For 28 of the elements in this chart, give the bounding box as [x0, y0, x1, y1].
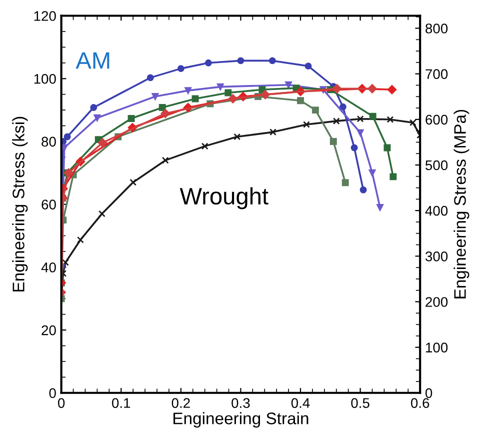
x-tick-label: 0.2 — [172, 398, 190, 408]
y-tick-label: 40 — [41, 262, 56, 272]
y2-tick-label: 800 — [426, 24, 448, 34]
y-tick-label: 80 — [42, 136, 56, 147]
x-axis-title: Engineering Strain — [174, 412, 308, 428]
y2-tick-label: 200 — [426, 297, 448, 307]
y-tick-label: 120 — [34, 11, 56, 21]
y-tick-label: 60 — [42, 200, 56, 210]
annotation: AM — [76, 52, 110, 69]
y2-tick-label: 0 — [425, 388, 432, 398]
y2-tick-label: 700 — [426, 69, 448, 80]
y-tick-label: 0 — [49, 388, 56, 398]
annotation: Wrought — [180, 187, 268, 210]
x-tick-label: 0.4 — [291, 398, 310, 408]
y-tick-label: 100 — [34, 74, 56, 84]
y2-tick-label: 300 — [425, 251, 448, 262]
y2-tick-label: 100 — [426, 342, 448, 352]
y2-tick-label: 500 — [426, 160, 448, 170]
x-tick-label: 0.5 — [351, 398, 370, 408]
y-axis-title: Engineering Stress (ksi) — [12, 116, 28, 292]
y2-axis-title: Engineering Stress (MPa) — [454, 110, 470, 298]
y-tick-label: 20 — [42, 325, 56, 336]
y2-tick-label: 400 — [425, 206, 448, 216]
x-tick-label: 0.1 — [112, 398, 130, 408]
x-tick-label: 0 — [58, 398, 65, 408]
x-tick-label: 0.3 — [232, 398, 250, 408]
x-tick-label: 0.6 — [410, 398, 430, 408]
y2-tick-label: 600 — [426, 114, 448, 125]
